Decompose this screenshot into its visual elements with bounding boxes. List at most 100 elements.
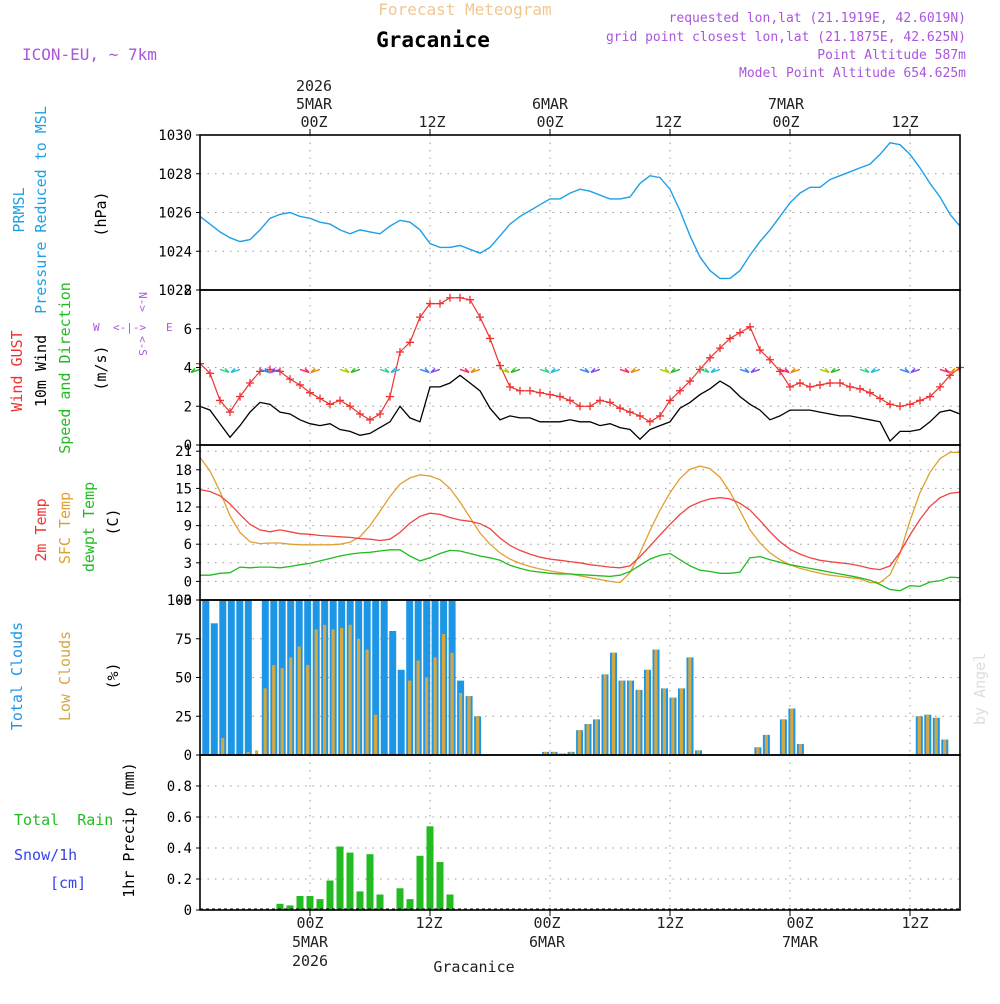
gust-marker [756, 346, 764, 355]
precip-bar [306, 896, 314, 910]
gust-marker [486, 334, 494, 343]
low-cloud-bar [425, 677, 429, 755]
gust-marker [576, 402, 584, 411]
wind-arrow [790, 367, 801, 374]
low-cloud-bar [934, 717, 938, 755]
total-cloud-bar [219, 600, 227, 755]
y-tick-label: 15 [175, 481, 192, 497]
dewpt-label: dewpt Temp [80, 482, 98, 572]
gust-marker [626, 408, 634, 417]
precip-bar [276, 903, 284, 910]
gust-marker [646, 417, 654, 426]
total-cloud-bar [372, 600, 380, 755]
gust-marker [716, 344, 724, 353]
precip-bar [376, 894, 384, 910]
y-tick-label: 50 [175, 671, 192, 687]
low-cloud-bar [246, 751, 250, 755]
precip-ylabel: 1hr Precip (mm) [120, 762, 138, 897]
low-cloud-bar [654, 649, 658, 755]
bottom-date-7mar: 7MAR [782, 933, 819, 951]
wind-arrow [419, 367, 430, 374]
footer-location: Gracanice [433, 958, 514, 976]
gust-marker [816, 380, 824, 389]
gust-marker [496, 361, 504, 370]
total-cloud-bar [244, 600, 252, 755]
low-cloud-bar [221, 738, 225, 755]
requested-coords: requested lon,lat (21.1919E, 42.6019N) [669, 11, 966, 26]
wind-arrow [459, 367, 470, 374]
precip-bar [436, 862, 444, 910]
low-cloud-bar [408, 680, 412, 755]
gust-marker [876, 394, 884, 403]
gust-marker [366, 415, 374, 424]
wind-arrow [310, 367, 321, 374]
bottom-hour-12z-7mar: 12Z [901, 914, 928, 932]
wind-arrow [219, 367, 230, 374]
gust-marker [736, 328, 744, 337]
gust-marker [946, 371, 954, 380]
gust-marker [356, 410, 364, 418]
y-tick-label: 0 [184, 903, 192, 919]
gust-marker [746, 322, 754, 331]
precip-bar [426, 826, 434, 910]
gust-marker [616, 404, 624, 413]
pressure-panel: 1022 1024 1026 1028 1030 [158, 128, 961, 299]
compass-s: <-S [136, 336, 149, 356]
wind-unit: (m/s) [92, 345, 110, 390]
low-cloud-bar [798, 744, 802, 755]
y-tick-label: 12 [175, 500, 192, 516]
gust-marker [936, 382, 944, 391]
y-tick-label: 25 [175, 709, 192, 725]
bottom-hour-00z-5mar: 00Z [296, 914, 323, 932]
low-cloud-bar [790, 708, 794, 755]
low-cloud-bar [450, 652, 454, 755]
low-cloud-bar [255, 750, 259, 755]
low-cloud-bar [374, 714, 378, 755]
y-tick-label: 1022 [158, 283, 192, 299]
precip-bar [396, 888, 404, 910]
gust-marker [556, 392, 564, 401]
low-cloud-bar [569, 751, 573, 755]
gust-marker [886, 400, 894, 409]
wind-arrow [350, 367, 361, 374]
low-cloud-bar [645, 669, 649, 756]
wind-arrow [270, 367, 281, 374]
y-tick-label: 4 [184, 361, 192, 377]
compass-arrows: <-|-> [113, 321, 146, 334]
wind-arrow [859, 367, 870, 374]
y-tick-label: 8 [184, 283, 192, 299]
sfc-label: SFC Temp [56, 492, 74, 564]
low-cloud-bar [620, 680, 624, 755]
total-cloud-bar [406, 600, 414, 755]
wind-arrow [659, 367, 670, 374]
y-tick-label: 1024 [158, 244, 192, 260]
gust-marker [606, 398, 614, 407]
top-year-label: 2026 [296, 77, 332, 95]
total-cloud-bar [261, 600, 269, 755]
low-cloud-bar [475, 716, 480, 756]
gust-marker [896, 402, 904, 411]
low-cloud-bar [628, 680, 632, 755]
gust-marker [236, 392, 244, 401]
gust-marker [766, 355, 774, 364]
gust-marker [866, 388, 874, 397]
model-label: ICON-EU, ~ 7km [22, 45, 157, 64]
low-cloud-bar [331, 629, 335, 755]
precip-bar [416, 855, 424, 911]
clouds-panel: 0 25 50 75 100 [167, 593, 960, 764]
gust-marker [416, 313, 424, 322]
low-cloud-bar [263, 688, 267, 755]
gust-marker [546, 390, 554, 399]
gust-marker [346, 402, 354, 411]
precip-bar [346, 852, 354, 910]
panel-frame [199, 754, 961, 911]
wind-arrow [739, 367, 750, 374]
precip-bar [356, 891, 364, 910]
low-clouds-label: Low Clouds [56, 631, 74, 721]
bottom-date-5mar: 5MAR [292, 933, 329, 951]
top-hour-00z-5mar: 00Z [300, 113, 327, 131]
wind-arrow [579, 367, 590, 374]
location-title: Gracanice [376, 28, 490, 52]
wind-arrow [830, 367, 841, 374]
gust-marker [776, 367, 784, 376]
